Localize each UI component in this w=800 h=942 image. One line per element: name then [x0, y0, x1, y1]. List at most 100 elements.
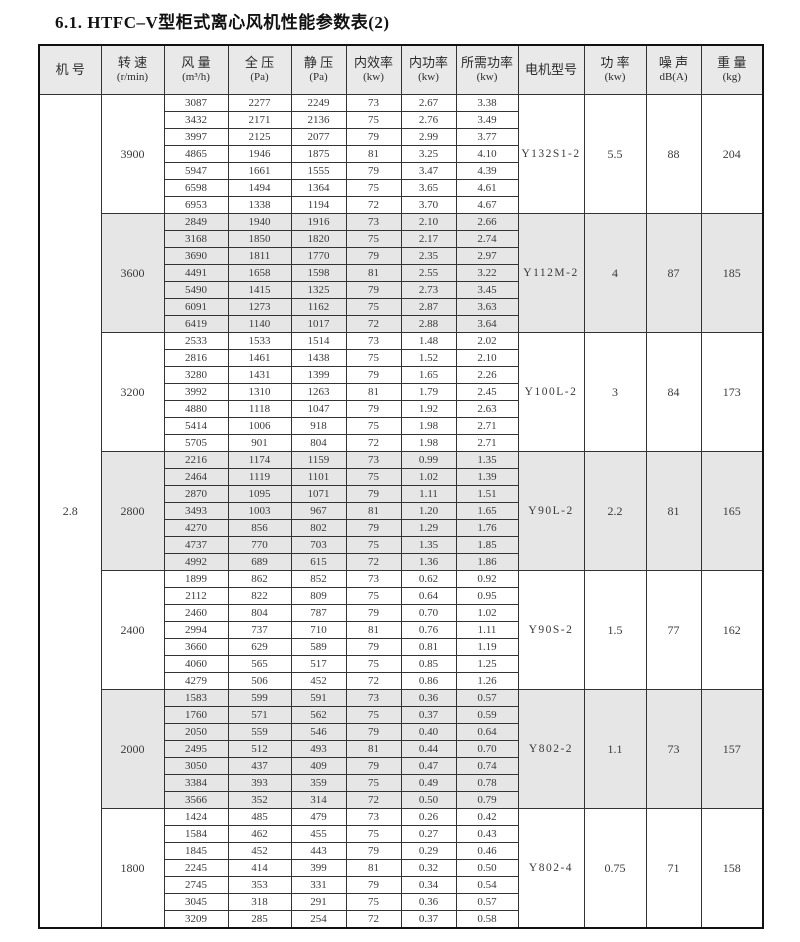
- cell-speed: 2400: [100, 570, 165, 690]
- cell-static-pressure: 1071: [290, 485, 347, 503]
- column-header-unit: (kg): [722, 71, 741, 84]
- cell-required-power: 0.78: [455, 774, 519, 792]
- cell-efficiency: 72: [345, 315, 402, 333]
- cell-total-pressure: 485: [227, 808, 292, 826]
- cell-required-power: 3.49: [455, 111, 519, 129]
- table-row: 3992 1310 1263 81 1.79 2.45: [39, 383, 763, 401]
- column-header: 静 压 (Pa): [290, 44, 347, 95]
- cell-required-power: 2.10: [455, 349, 519, 367]
- cell-speed: 1800: [100, 808, 165, 929]
- cell-static-pressure: 546: [290, 723, 347, 741]
- cell-total-pressure: 1415: [227, 281, 292, 299]
- cell-total-pressure: 2125: [227, 128, 292, 146]
- cell-airflow: 3045: [163, 893, 229, 911]
- cell-total-pressure: 1811: [227, 247, 292, 265]
- cell-static-pressure: 2136: [290, 111, 347, 129]
- cell-internal-power: 1.02: [400, 468, 457, 486]
- cell-total-pressure: 1431: [227, 366, 292, 384]
- cell-internal-power: 0.32: [400, 859, 457, 877]
- cell-motor-model: Y90S-2: [517, 570, 585, 690]
- table-row: 3045 318 291 75 0.36 0.57: [39, 893, 763, 911]
- cell-airflow: 4865: [163, 145, 229, 163]
- cell-efficiency: 79: [345, 162, 402, 180]
- cell-efficiency: 75: [345, 587, 402, 605]
- cell-required-power: 2.02: [455, 332, 519, 350]
- column-header-label: 内效率: [353, 55, 393, 70]
- column-header-unit: (Pa): [309, 71, 328, 84]
- cell-efficiency: 73: [345, 808, 402, 826]
- cell-efficiency: 79: [345, 842, 402, 860]
- cell-total-pressure: 1946: [227, 145, 292, 163]
- cell-airflow: 6091: [163, 298, 229, 316]
- table-row: 4279 506 452 72 0.86 1.26: [39, 672, 763, 690]
- cell-efficiency: 79: [345, 519, 402, 537]
- cell-required-power: 4.67: [455, 196, 519, 214]
- cell-static-pressure: 1820: [290, 230, 347, 248]
- table-row: 1760 571 562 75 0.37 0.59: [39, 706, 763, 724]
- column-header-label: 重 量: [717, 55, 747, 70]
- cell-required-power: 3.22: [455, 264, 519, 282]
- cell-airflow: 1760: [163, 706, 229, 724]
- cell-efficiency: 73: [345, 451, 402, 469]
- cell-total-pressure: 452: [227, 842, 292, 860]
- cell-airflow: 2745: [163, 876, 229, 894]
- table-row: 3493 1003 967 81 1.20 1.65: [39, 502, 763, 520]
- cell-efficiency: 73: [345, 94, 402, 112]
- column-header-unit: (m³/h): [182, 71, 210, 84]
- cell-total-pressure: 1174: [227, 451, 292, 469]
- cell-speed: 2800: [100, 451, 165, 571]
- cell-noise: 84: [645, 332, 702, 452]
- cell-internal-power: 1.65: [400, 366, 457, 384]
- cell-total-pressure: 1533: [227, 332, 292, 350]
- page-title: 6.1. HTFC–V型柜式离心风机性能参数表(2): [55, 13, 390, 32]
- cell-required-power: 1.19: [455, 638, 519, 656]
- cell-internal-power: 2.35: [400, 247, 457, 265]
- cell-internal-power: 3.47: [400, 162, 457, 180]
- cell-speed: 3600: [100, 213, 165, 333]
- cell-motor-power: 0.75: [583, 808, 647, 929]
- cell-required-power: 0.64: [455, 723, 519, 741]
- cell-total-pressure: 1658: [227, 264, 292, 282]
- cell-airflow: 5414: [163, 417, 229, 435]
- cell-efficiency: 79: [345, 400, 402, 418]
- cell-required-power: 0.59: [455, 706, 519, 724]
- cell-total-pressure: 856: [227, 519, 292, 537]
- cell-required-power: 1.35: [455, 451, 519, 469]
- cell-internal-power: 1.48: [400, 332, 457, 350]
- cell-speed: 3900: [100, 94, 165, 214]
- cell-efficiency: 79: [345, 485, 402, 503]
- cell-airflow: 2870: [163, 485, 229, 503]
- cell-airflow: 1584: [163, 825, 229, 843]
- cell-required-power: 2.97: [455, 247, 519, 265]
- cell-static-pressure: 443: [290, 842, 347, 860]
- table-row: 4737 770 703 75 1.35 1.85: [39, 536, 763, 554]
- column-header-unit: (Pa): [250, 71, 269, 84]
- table-row: 1800 1424 485 479 73 0.26 0.42 Y802-4 0.75 71 158: [39, 808, 764, 929]
- cell-efficiency: 79: [345, 876, 402, 894]
- cell-total-pressure: 689: [227, 553, 292, 571]
- cell-airflow: 2994: [163, 621, 229, 639]
- column-header-unit: dB(A): [659, 71, 688, 84]
- cell-internal-power: 0.36: [400, 689, 457, 707]
- cell-airflow: 3690: [163, 247, 229, 265]
- cell-internal-power: 0.37: [400, 910, 457, 929]
- cell-efficiency: 75: [345, 298, 402, 316]
- column-header-label: 功 率: [600, 55, 630, 70]
- cell-efficiency: 81: [345, 264, 402, 282]
- fan-performance-table: 机 号转 速 (r/min) 风 量 (m³/h) 全 压 (Pa) 静 压 (Pa) 内效率(…: [38, 44, 764, 929]
- cell-weight: 173: [700, 332, 764, 452]
- cell-static-pressure: 1770: [290, 247, 347, 265]
- cell-efficiency: 79: [345, 247, 402, 265]
- cell-internal-power: 1.36: [400, 553, 457, 571]
- column-header-label: 风 量: [181, 55, 211, 70]
- cell-required-power: 1.86: [455, 553, 519, 571]
- cell-static-pressure: 591: [290, 689, 347, 707]
- cell-total-pressure: 2277: [227, 94, 292, 112]
- cell-total-pressure: 1310: [227, 383, 292, 401]
- cell-airflow: 5705: [163, 434, 229, 452]
- cell-efficiency: 75: [345, 825, 402, 843]
- cell-static-pressure: 1438: [290, 349, 347, 367]
- table-row: 2.8 3900 3087 2277 2249 73 2.67 3.38 Y132S1-2 5.5…: [38, 94, 764, 929]
- cell-efficiency: 72: [345, 553, 402, 571]
- cell-airflow: 1424: [163, 808, 229, 826]
